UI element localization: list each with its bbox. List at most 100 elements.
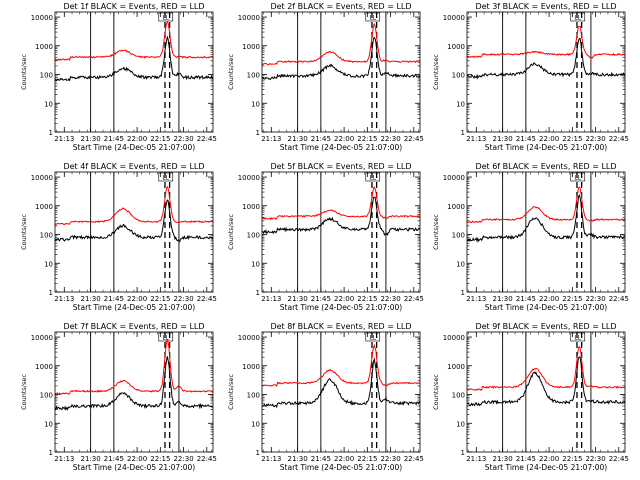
x-tick-label: 22:15 bbox=[562, 455, 582, 463]
y-tick-label: 10 bbox=[456, 260, 465, 268]
panel-title: Det 8f BLACK = Events, RED = LLD bbox=[270, 322, 411, 331]
x-tick-label: 22:30 bbox=[173, 455, 193, 463]
y-tick-label: 100 bbox=[247, 72, 260, 80]
y-tick-label: 1000 bbox=[35, 43, 53, 51]
chart-panel-5: Det 5f BLACK = Events, RED = LLD 1 10 100 10… bbox=[227, 162, 424, 312]
x-tick-label: 21:13 bbox=[261, 295, 281, 303]
x-tick-label: 22:00 bbox=[127, 455, 147, 463]
x-tick-label: 22:15 bbox=[357, 135, 377, 143]
plot-frame bbox=[54, 171, 214, 293]
x-tick-label: 21:30 bbox=[493, 135, 513, 143]
interval-box-label: LL bbox=[162, 335, 169, 342]
x-tick-label: 21:30 bbox=[81, 135, 101, 143]
chart-panel-3: Det 3f BLACK = Events, RED = LLD 1 10 100 10… bbox=[432, 2, 629, 152]
x-axis-label: Start Time (24-Dec-05 21:07:00) bbox=[485, 143, 607, 152]
x-tick-label: 22:15 bbox=[357, 455, 377, 463]
x-tick-label: 22:00 bbox=[539, 455, 559, 463]
x-tick-label: 21:45 bbox=[104, 295, 124, 303]
series-line-events bbox=[467, 37, 625, 80]
x-axis-label: Start Time (24-Dec-05 21:07:00) bbox=[73, 143, 195, 152]
x-axis-label: Start Time (24-Dec-05 21:07:00) bbox=[280, 303, 402, 312]
x-tick-label: 22:15 bbox=[562, 295, 582, 303]
plot-frame bbox=[261, 171, 421, 293]
series-line-events bbox=[467, 356, 625, 407]
interval-box bbox=[158, 12, 174, 22]
y-tick-label: 1000 bbox=[242, 43, 260, 51]
y-tick-label: 1 bbox=[49, 129, 53, 137]
y-tick-label: 100 bbox=[452, 232, 465, 240]
plot-frame bbox=[54, 11, 214, 133]
y-tick-label: 1000 bbox=[447, 363, 465, 371]
y-tick-label: 10000 bbox=[31, 174, 53, 182]
x-tick-label: 22:30 bbox=[173, 295, 193, 303]
series-line-events bbox=[262, 36, 420, 81]
x-tick-label: 22:00 bbox=[334, 455, 354, 463]
interval-box bbox=[158, 172, 174, 182]
y-tick-label: 10 bbox=[251, 100, 260, 108]
x-tick-label: 22:00 bbox=[334, 295, 354, 303]
chart-panel-2: Det 2f BLACK = Events, RED = LLD 1 10 100 10… bbox=[227, 2, 424, 152]
y-tick-label: 1 bbox=[49, 289, 53, 297]
x-tick-label: 21:13 bbox=[466, 295, 486, 303]
x-axis-label: Start Time (24-Dec-05 21:07:00) bbox=[280, 143, 402, 152]
series-line-lld bbox=[467, 186, 625, 224]
y-tick-label: 1 bbox=[256, 289, 260, 297]
y-axis-label: Counts/sec bbox=[20, 54, 28, 90]
x-tick-label: 22:30 bbox=[380, 295, 400, 303]
series-line-lld bbox=[55, 185, 213, 226]
x-tick-label: 22:45 bbox=[609, 455, 629, 463]
panel-title: Det 1f BLACK = Events, RED = LLD bbox=[63, 2, 204, 11]
x-tick-label: 22:45 bbox=[197, 295, 217, 303]
x-tick-label: 22:30 bbox=[380, 455, 400, 463]
x-tick-label: 21:45 bbox=[104, 455, 124, 463]
x-axis-label: Start Time (24-Dec-05 21:07:00) bbox=[485, 303, 607, 312]
interval-box-label: LL bbox=[574, 175, 581, 182]
x-tick-label: 21:45 bbox=[516, 135, 536, 143]
x-tick-label: 21:13 bbox=[261, 135, 281, 143]
x-tick-label: 22:00 bbox=[127, 135, 147, 143]
panel-title: Det 7f BLACK = Events, RED = LLD bbox=[63, 322, 204, 331]
y-axis-label: Counts/sec bbox=[432, 214, 440, 250]
y-tick-label: 10000 bbox=[238, 14, 260, 22]
x-tick-label: 22:00 bbox=[539, 295, 559, 303]
series-line-events bbox=[262, 196, 420, 236]
y-tick-label: 100 bbox=[247, 232, 260, 240]
panel-title: Det 2f BLACK = Events, RED = LLD bbox=[270, 2, 411, 11]
x-tick-label: 22:15 bbox=[562, 135, 582, 143]
interval-box-label: LL bbox=[162, 15, 169, 22]
chart-panel-4: Det 4f BLACK = Events, RED = LLD 1 10 100 10… bbox=[20, 162, 217, 312]
x-tick-label: 22:15 bbox=[150, 135, 170, 143]
y-tick-label: 100 bbox=[452, 72, 465, 80]
x-tick-label: 22:30 bbox=[585, 135, 605, 143]
interval-box bbox=[158, 332, 174, 342]
x-tick-label: 22:00 bbox=[539, 135, 559, 143]
x-tick-label: 21:13 bbox=[261, 455, 281, 463]
x-tick-label: 22:45 bbox=[197, 455, 217, 463]
y-tick-label: 10 bbox=[44, 260, 53, 268]
y-tick-label: 10000 bbox=[238, 174, 260, 182]
interval-box-label: LL bbox=[369, 175, 376, 182]
panel-title: Det 4f BLACK = Events, RED = LLD bbox=[63, 162, 204, 171]
x-axis-label: Start Time (24-Dec-05 21:07:00) bbox=[73, 463, 195, 472]
x-tick-label: 21:30 bbox=[81, 455, 101, 463]
interval-box bbox=[570, 12, 586, 22]
interval-box-label: LL bbox=[574, 335, 581, 342]
x-tick-label: 21:45 bbox=[104, 135, 124, 143]
plot-frame bbox=[466, 171, 626, 293]
y-tick-label: 1000 bbox=[447, 43, 465, 51]
y-tick-label: 1000 bbox=[447, 203, 465, 211]
y-tick-label: 100 bbox=[247, 392, 260, 400]
plot-frame bbox=[261, 331, 421, 453]
y-tick-label: 10000 bbox=[443, 334, 465, 342]
y-tick-label: 1000 bbox=[242, 363, 260, 371]
plot-frame bbox=[261, 11, 421, 133]
plot-frame bbox=[466, 11, 626, 133]
x-tick-label: 21:45 bbox=[311, 455, 331, 463]
series-line-events bbox=[55, 199, 213, 243]
panel-title: Det 6f BLACK = Events, RED = LLD bbox=[475, 162, 616, 171]
x-tick-label: 21:45 bbox=[311, 295, 331, 303]
y-tick-label: 1 bbox=[256, 449, 260, 457]
chart-panel-8: Det 8f BLACK = Events, RED = LLD 1 10 100 10… bbox=[227, 322, 424, 472]
x-axis-label: Start Time (24-Dec-05 21:07:00) bbox=[485, 463, 607, 472]
x-tick-label: 22:00 bbox=[127, 295, 147, 303]
